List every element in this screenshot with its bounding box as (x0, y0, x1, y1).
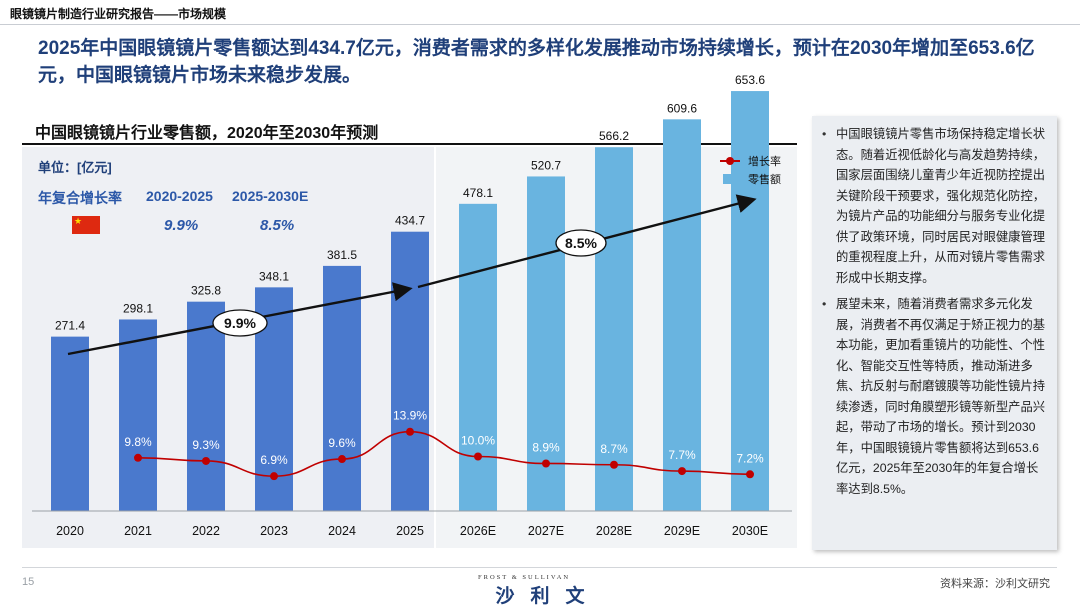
footer-divider (22, 567, 1057, 568)
chart-title-divider (22, 143, 797, 145)
sales-value-label: 609.6 (667, 101, 697, 115)
commentary-bullet: 展望未来，随着消费者需求多元化发展，消费者不再仅满足于矫正视力的基本功能，更加看… (822, 294, 1047, 499)
growth-rate-point (474, 452, 482, 461)
commentary-panel: 中国眼镜镜片零售市场保持稳定增长状态。随着近视低龄化与高发趋势持续，国家层面围绕… (812, 116, 1057, 550)
cagr-label: 年复合增长率 (38, 190, 122, 206)
sales-value-label: 381.5 (327, 248, 357, 262)
x-tick-label: 2030E (732, 524, 768, 538)
cagr-value-1: 9.9% (164, 217, 199, 234)
x-tick-label: 2023 (260, 524, 288, 538)
page-number: 15 (22, 576, 35, 588)
sales-bar (323, 265, 361, 511)
x-tick-label: 2024 (328, 524, 356, 538)
brand-logo: 沙利文 (495, 586, 601, 607)
sales-value-label: 653.6 (735, 73, 765, 87)
sales-bar (51, 336, 89, 511)
chart-historical-background (22, 147, 434, 548)
legend-item-growth: 增长率 (720, 152, 781, 170)
cagr-value-2: 8.5% (260, 217, 295, 234)
legend-item-sales: 零售额 (720, 170, 781, 188)
sales-bar (663, 119, 701, 511)
x-tick-label: 2027E (528, 524, 564, 538)
cagr-period-1: 2020-2025 (146, 188, 213, 204)
sales-value-label: 434.7 (395, 214, 425, 228)
sales-bar (459, 203, 497, 512)
x-tick-label: 2029E (664, 524, 700, 538)
sales-bar-swatch (723, 174, 737, 184)
sales-value-label: 325.8 (191, 284, 221, 298)
growth-rate-label: 9.3% (192, 438, 220, 452)
sales-value-label: 298.1 (123, 301, 153, 315)
legend-sales-label: 零售额 (748, 174, 781, 186)
sales-bar (187, 301, 225, 511)
cagr-trend-label-1: 9.9% (224, 315, 256, 331)
x-tick-label: 2022 (192, 524, 220, 538)
growth-rate-point (406, 427, 414, 436)
report-tag: 眼镜镜片制造行业研究报告——市场规模 (10, 7, 227, 21)
growth-rate-label: 7.2% (736, 451, 764, 465)
growth-rate-point (746, 470, 754, 479)
sales-value-label: 566.2 (599, 129, 629, 143)
growth-rate-line (137, 430, 751, 477)
growth-rate-point (542, 459, 550, 468)
growth-rate-label: 8.9% (532, 440, 560, 454)
growth-rate-point (338, 455, 346, 464)
cagr-trend-bubble-1 (212, 309, 268, 337)
sales-value-label: 478.1 (463, 186, 493, 200)
top-divider (0, 24, 1080, 25)
growth-rate-point (678, 467, 686, 476)
x-tick-label: 2021 (124, 524, 152, 538)
growth-rate-point (202, 456, 210, 465)
cagr-period-2: 2025-2030E (232, 188, 309, 204)
growth-rate-label: 13.9% (393, 409, 427, 423)
sales-value-label: 520.7 (531, 158, 561, 172)
unit-label: 单位：[亿元] (38, 160, 112, 175)
commentary-bullet: 中国眼镜镜片零售市场保持稳定增长状态。随着近视低龄化与高发趋势持续，国家层面围绕… (822, 124, 1047, 288)
x-tick-label: 2028E (596, 524, 632, 538)
sales-value-label: 348.1 (259, 269, 289, 283)
sales-bar (391, 231, 429, 511)
sales-bar (119, 319, 157, 511)
china-flag-icon: ★ (72, 216, 100, 234)
chart-legend: 增长率 零售额 (720, 152, 781, 188)
brand-subtitle: FROST & SULLIVAN (478, 574, 571, 581)
cagr-trend-label-2: 8.5% (565, 235, 597, 251)
headline: 2025年中国眼镜镜片零售额达到434.7亿元，消费者需求的多样化发展推动市场持… (38, 38, 1035, 86)
growth-rate-label: 7.7% (668, 448, 696, 462)
x-tick-label: 2025 (396, 524, 424, 538)
growth-line-swatch (720, 157, 740, 165)
x-tick-label: 2020 (56, 524, 84, 538)
source-note: 资料来源：沙利文研究 (940, 578, 1050, 590)
chart-title: 中国眼镜镜片行业零售额，2020年至2030年预测 (35, 125, 379, 142)
growth-rate-label: 10.0% (461, 434, 495, 448)
sales-bar (527, 176, 565, 511)
growth-rate-label: 9.8% (124, 435, 152, 449)
growth-rate-point (270, 472, 278, 481)
sales-bar (595, 147, 633, 512)
growth-rate-point (134, 453, 142, 462)
growth-rate-point (610, 460, 618, 469)
legend-growth-label: 增长率 (748, 156, 781, 168)
growth-rate-label: 6.9% (260, 453, 288, 467)
x-tick-label: 2026E (460, 524, 496, 538)
growth-rate-label: 9.6% (328, 436, 356, 450)
cagr-trend-bubble-2 (555, 229, 607, 257)
growth-rate-label: 8.7% (600, 442, 628, 456)
sales-value-label: 271.4 (55, 319, 85, 333)
